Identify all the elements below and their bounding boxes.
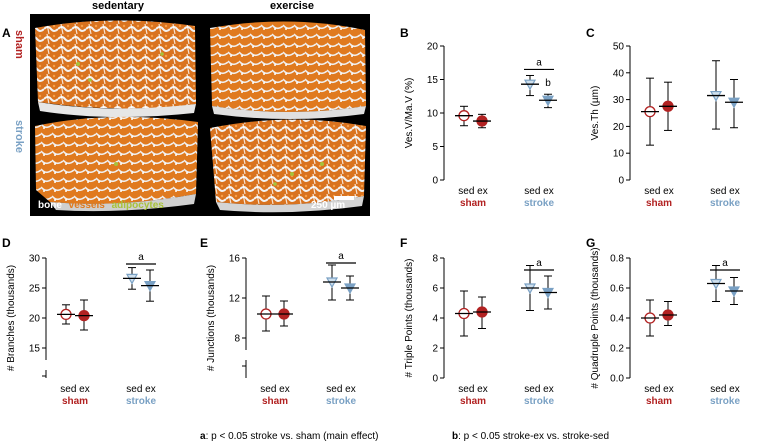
significance-label-a: a <box>338 251 344 262</box>
x-label-sham-conditions: sed ex <box>644 186 673 197</box>
x-label-sham-conditions: sed ex <box>644 384 673 395</box>
y-tick-label: 8 <box>234 334 240 345</box>
x-label-sham: sham <box>460 198 486 209</box>
y-tick-label: 0.0 <box>610 374 624 385</box>
footnote-a: a: p < 0.05 stroke vs. sham (main effect… <box>200 431 379 442</box>
y-tick-label: 0.2 <box>610 344 624 355</box>
panel-letter-g: G <box>586 236 596 250</box>
render-sham-sedentary <box>35 20 196 118</box>
y-tick-label: 16 <box>229 254 241 265</box>
legend-vessels: vessels <box>68 200 105 211</box>
y-tick-label: 30 <box>613 95 625 106</box>
x-label-stroke-conditions: sed ex <box>126 384 155 395</box>
x-label-stroke: stroke <box>524 198 554 209</box>
y-axis-label: # Quadruple Points (thousands) <box>590 247 601 388</box>
adipocyte-dots <box>76 52 164 166</box>
significance-label-a: a <box>536 258 542 269</box>
y-tick-label: 0 <box>432 374 438 385</box>
microct-image-panel <box>30 14 370 216</box>
y-tick-label: 0 <box>432 176 438 187</box>
significance-label-b: b <box>545 78 551 89</box>
y-axis-label: # Triple Points (thousands) <box>404 259 415 378</box>
x-label-stroke: stroke <box>524 396 554 407</box>
y-tick-label: 10 <box>427 109 439 120</box>
y-axis-label: # Branches (thousands) <box>6 265 17 371</box>
column-header-exercise: exercise <box>270 0 315 12</box>
x-label-sham: sham <box>62 396 88 407</box>
x-label-sham: sham <box>460 396 486 407</box>
panel-letter-f: F <box>400 236 408 250</box>
y-tick-label: 10 <box>613 149 625 160</box>
y-tick-label: 20 <box>29 314 41 325</box>
x-label-stroke-conditions: sed ex <box>326 384 355 395</box>
y-tick-label: 15 <box>427 75 439 86</box>
x-label-stroke: stroke <box>326 396 356 407</box>
scale-bar <box>334 196 354 200</box>
y-axis-label: # Junctions (thousands) <box>206 265 217 371</box>
x-label-stroke: stroke <box>710 396 740 407</box>
panel-letter-b: B <box>400 26 409 40</box>
x-label-sham-conditions: sed ex <box>458 186 487 197</box>
x-label-stroke-conditions: sed ex <box>710 384 739 395</box>
y-tick-label: 12 <box>229 294 241 305</box>
x-label-sham-conditions: sed ex <box>260 384 289 395</box>
legend-bone: bone <box>38 200 62 211</box>
y-tick-label: 8 <box>432 254 438 265</box>
panel-letter-c: C <box>586 26 595 40</box>
scale-bar-label: 250 µm <box>311 200 346 211</box>
footnote-b: b: p < 0.05 stroke-ex vs. stroke-sed <box>452 431 610 442</box>
render-stroke-exercise <box>210 119 366 213</box>
panel-letter-d: D <box>2 236 11 250</box>
legend-adipocytes: adipocytes <box>111 200 164 211</box>
y-tick-label: 4 <box>432 314 438 325</box>
chart-g-quadruple-points: # Quadruple Points (thousands) 0.0 0.2 0.4 0… <box>590 247 743 407</box>
y-tick-label: 30 <box>29 254 41 265</box>
y-tick-label: 0 <box>618 176 624 187</box>
x-label-sham-conditions: sed ex <box>60 384 89 395</box>
y-tick-label: 0.6 <box>610 284 624 295</box>
y-tick-label: 2 <box>432 344 438 355</box>
significance-label-a: a <box>536 57 542 68</box>
y-tick-label: 20 <box>427 42 439 53</box>
y-tick-label: 5 <box>432 142 438 153</box>
x-label-stroke-conditions: sed ex <box>524 384 553 395</box>
render-stroke-sedentary <box>35 116 198 212</box>
x-label-sham: sham <box>646 396 672 407</box>
x-label-stroke-conditions: sed ex <box>524 186 553 197</box>
y-tick-label: 0.4 <box>610 314 624 325</box>
y-tick-label: 0.8 <box>610 254 624 265</box>
x-label-stroke-conditions: sed ex <box>710 186 739 197</box>
x-label-stroke: stroke <box>126 396 156 407</box>
y-tick-label: 40 <box>613 68 625 79</box>
row-label-sham: sham <box>13 30 25 59</box>
y-tick-label: 25 <box>29 284 41 295</box>
panel-letter-e: E <box>200 236 209 250</box>
x-label-stroke: stroke <box>710 198 740 209</box>
y-tick-label: 50 <box>613 42 625 53</box>
panel-letter-a: A <box>2 26 11 40</box>
y-tick-label: 15 <box>29 344 41 355</box>
image-legend: bone vessels adipocytes <box>38 200 164 211</box>
y-tick-label: 6 <box>432 284 438 295</box>
row-label-stroke: stroke <box>13 120 25 154</box>
y-axis-label: Ves.Th (µm) <box>590 86 601 141</box>
significance-label-a: a <box>138 252 144 263</box>
render-exercise-sham <box>210 21 366 119</box>
significance-label-a: a <box>722 258 728 269</box>
microct-renderings <box>35 20 366 213</box>
x-label-sham-conditions: sed ex <box>458 384 487 395</box>
column-header-sedentary: sedentary <box>92 0 144 12</box>
y-axis-label: Ves.V/Ma.V (%) <box>404 78 415 149</box>
y-tick-label: 20 <box>613 122 625 133</box>
x-label-sham: sham <box>262 396 288 407</box>
x-label-sham: sham <box>646 198 672 209</box>
